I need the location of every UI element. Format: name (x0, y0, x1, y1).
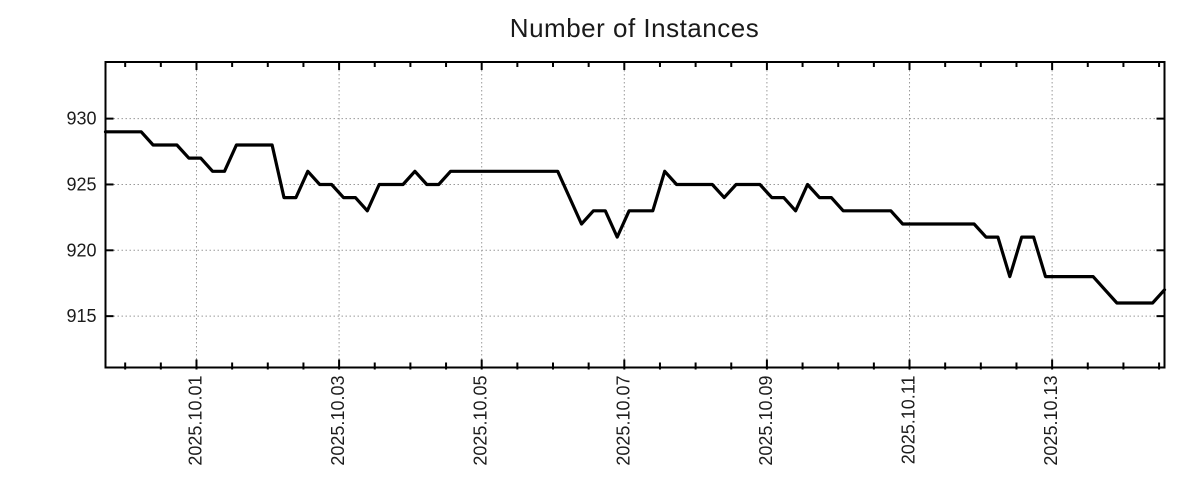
x-tick-label: 2025.10.09 (756, 376, 776, 466)
x-tick-label: 2025.10.05 (471, 375, 491, 465)
x-tick-label: 2025.10.13 (1041, 376, 1061, 466)
x-tick-label: 2025.10.11 (899, 376, 919, 465)
x-tick-label: 2025.10.03 (328, 376, 348, 466)
x-tick-label: 2025.10.07 (613, 376, 633, 466)
chart-title: Number of Instances (509, 13, 760, 43)
plot-border (104, 61, 1166, 369)
x-tick-label: 2025.10.01 (185, 376, 205, 466)
series-line (103, 130, 1167, 305)
y-tick-label: 925 (66, 174, 96, 194)
y-tick-label: 920 (66, 240, 96, 260)
y-tick-label: 915 (66, 306, 96, 326)
y-tick-label: 930 (66, 109, 96, 129)
